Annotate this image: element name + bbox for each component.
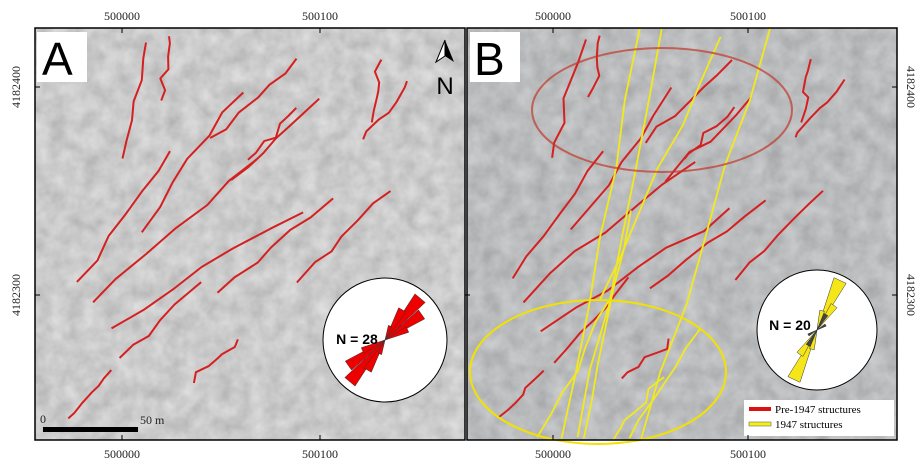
- rose-count: N = 28: [336, 331, 378, 347]
- legend-label: 1947 structures: [775, 419, 843, 431]
- legend-swatch: [749, 407, 771, 411]
- panel-label: B: [474, 33, 505, 85]
- rose-count: N = 20: [769, 317, 811, 333]
- scale-bar: [43, 427, 138, 432]
- y-tick-label: 4182300: [904, 274, 917, 316]
- scale-start: 0: [40, 412, 46, 426]
- scale-end: 50 m: [140, 413, 165, 427]
- north-label: N: [436, 73, 453, 100]
- legend-swatch: [749, 422, 771, 426]
- legend-label: Pre-1947 structures: [775, 404, 861, 416]
- x-tick-label: 500100: [730, 447, 766, 461]
- x-tick-label: 500100: [730, 9, 766, 23]
- y-tick-label: 4182400: [904, 66, 917, 108]
- panel-label: A: [42, 33, 73, 85]
- y-tick-label: 4182300: [9, 274, 23, 316]
- figure: A B N 0 50 m N = 28 N = 20 Pre-1947 stru…: [0, 0, 917, 468]
- x-tick-label: 500000: [104, 447, 140, 461]
- y-tick-label: 4182400: [9, 66, 23, 108]
- x-tick-label: 500100: [302, 447, 338, 461]
- x-tick-label: 500000: [104, 9, 140, 23]
- x-tick-label: 500000: [535, 447, 571, 461]
- x-tick-label: 500100: [302, 9, 338, 23]
- x-tick-label: 500000: [535, 9, 571, 23]
